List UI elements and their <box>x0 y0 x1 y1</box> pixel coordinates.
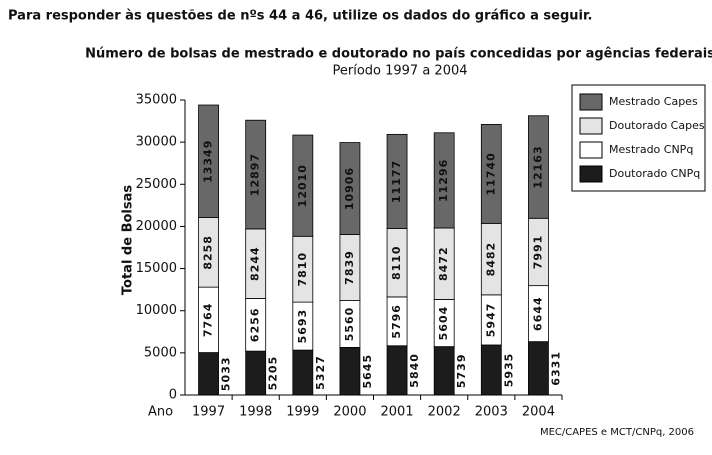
value-label: 11296 <box>437 159 450 202</box>
bar-segment <box>528 115 549 219</box>
legend-label: Mestrado Capes <box>609 95 698 108</box>
chart-title: Número de bolsas de mestrado e doutorado… <box>85 47 712 62</box>
bar-segment <box>480 124 502 224</box>
value-label: 5947 <box>484 303 497 338</box>
value-label: 8258 <box>202 235 215 270</box>
value-label: 5693 <box>296 309 309 344</box>
bar-segment <box>386 345 408 396</box>
x-tick-label: 2003 <box>475 405 508 420</box>
value-label: 8472 <box>437 246 450 281</box>
y-tick-label: 10000 <box>136 303 177 318</box>
source: MEC/CAPES e MCT/CNPq, 2006 <box>540 427 694 438</box>
value-label: 12010 <box>296 164 309 207</box>
value-label: 8110 <box>390 245 403 280</box>
value-label: 7764 <box>202 303 215 338</box>
value-label: 7810 <box>296 252 309 287</box>
bar-segment <box>528 341 549 396</box>
y-tick-label: 15000 <box>136 261 177 276</box>
y-tick-label: 25000 <box>136 177 177 192</box>
y-tick-label: 35000 <box>136 93 177 108</box>
legend-swatch <box>579 117 603 135</box>
legend-label: Doutorado CNPq <box>609 167 700 180</box>
bar-segment <box>433 346 455 396</box>
value-label: 12897 <box>249 153 262 196</box>
value-label: 5739 <box>455 354 468 389</box>
x-axis-label: Ano <box>148 405 173 420</box>
bar-segment <box>198 352 219 396</box>
value-label: 11740 <box>484 152 497 195</box>
value-label: 5327 <box>314 355 327 390</box>
x-tick-label: 1998 <box>239 405 272 420</box>
value-label: 5604 <box>437 306 450 341</box>
bar-segment <box>245 119 267 230</box>
bar-segment <box>292 349 314 396</box>
y-axis-label: Total de Bolsas <box>121 185 136 295</box>
bar-segment <box>198 104 219 218</box>
bar-segment <box>339 347 361 396</box>
x-tick-label: 2002 <box>428 405 461 420</box>
value-label: 11177 <box>390 160 403 203</box>
chart-subtitle: Período 1997 a 2004 <box>332 64 467 79</box>
value-label: 5205 <box>267 356 280 391</box>
bar-segment <box>245 350 267 396</box>
x-tick-label: 1997 <box>192 405 225 420</box>
value-label: 6256 <box>249 307 262 342</box>
legend-label: Doutorado Capes <box>609 119 705 132</box>
bar-segment <box>433 132 455 229</box>
value-label: 6331 <box>549 351 562 386</box>
y-tick-label: 30000 <box>136 135 177 150</box>
value-label: 10906 <box>343 167 356 210</box>
legend-swatch <box>579 93 603 111</box>
bar-segment <box>480 344 502 396</box>
bar-segment <box>386 133 408 229</box>
y-tick-label: 5000 <box>144 345 177 360</box>
bar-segment <box>292 134 314 237</box>
value-label: 13349 <box>202 140 215 183</box>
legend-swatch <box>579 165 603 183</box>
value-label: 7991 <box>531 235 544 270</box>
y-tick-label: 20000 <box>136 219 177 234</box>
value-label: 5033 <box>220 356 233 391</box>
x-tick-label: 1999 <box>286 405 319 420</box>
value-label: 12163 <box>531 145 544 188</box>
value-label: 5796 <box>390 304 403 339</box>
y-tick-label: 0 <box>169 388 177 403</box>
legend-label: Mestrado CNPq <box>609 143 693 156</box>
legend-swatch <box>579 141 603 159</box>
x-tick-label: 2004 <box>522 405 555 420</box>
value-label: 7839 <box>343 250 356 285</box>
value-label: 8244 <box>249 246 262 281</box>
bar-segment <box>339 142 361 235</box>
value-label: 5645 <box>361 354 374 389</box>
value-label: 5840 <box>408 353 421 388</box>
value-label: 5935 <box>502 353 515 388</box>
header: Para responder às questões de nºs 44 a 4… <box>8 9 592 24</box>
x-tick-label: 2000 <box>333 405 366 420</box>
value-label: 5560 <box>343 307 356 342</box>
x-tick-label: 2001 <box>381 405 414 420</box>
value-label: 8482 <box>484 242 497 277</box>
value-label: 6644 <box>531 296 544 331</box>
